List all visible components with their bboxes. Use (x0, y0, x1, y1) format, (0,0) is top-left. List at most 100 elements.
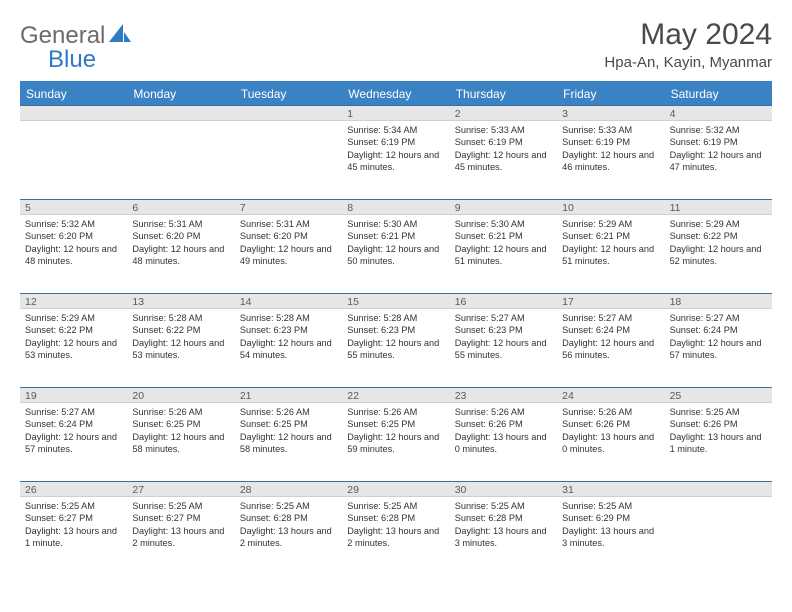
day-info: Sunrise: 5:29 AMSunset: 6:22 PMDaylight:… (670, 218, 767, 268)
day-info: Sunrise: 5:25 AMSunset: 6:28 PMDaylight:… (240, 500, 337, 550)
week-row: Sunrise: 5:34 AMSunset: 6:19 PMDaylight:… (20, 121, 772, 199)
day-number: 23 (450, 388, 557, 404)
week-row: Sunrise: 5:25 AMSunset: 6:27 PMDaylight:… (20, 497, 772, 575)
day-cell: Sunrise: 5:29 AMSunset: 6:22 PMDaylight:… (20, 309, 127, 387)
day-number: 17 (557, 294, 664, 310)
calendar-page: General May 2024 Hpa-An, Kayin, Myanmar … (0, 0, 792, 575)
day-number: 18 (665, 294, 772, 310)
day-cell: Sunrise: 5:26 AMSunset: 6:26 PMDaylight:… (557, 403, 664, 481)
day-cell: Sunrise: 5:32 AMSunset: 6:20 PMDaylight:… (20, 215, 127, 293)
day-number: 5 (20, 200, 127, 216)
day-info: Sunrise: 5:27 AMSunset: 6:24 PMDaylight:… (562, 312, 659, 362)
day-number: 14 (235, 294, 342, 310)
day-cell (235, 121, 342, 199)
week-sep: 567891011 (20, 199, 772, 215)
day-number (127, 106, 234, 122)
day-number: 15 (342, 294, 449, 310)
day-header-saturday: Saturday (665, 83, 772, 105)
week-row: Sunrise: 5:27 AMSunset: 6:24 PMDaylight:… (20, 403, 772, 481)
day-cell (665, 497, 772, 575)
day-number (665, 482, 772, 498)
day-cell: Sunrise: 5:25 AMSunset: 6:27 PMDaylight:… (127, 497, 234, 575)
day-cell: Sunrise: 5:25 AMSunset: 6:28 PMDaylight:… (342, 497, 449, 575)
day-number: 26 (20, 482, 127, 498)
day-number: 8 (342, 200, 449, 216)
day-header-monday: Monday (127, 83, 234, 105)
day-info: Sunrise: 5:27 AMSunset: 6:23 PMDaylight:… (455, 312, 552, 362)
day-header-friday: Friday (557, 83, 664, 105)
day-number: 7 (235, 200, 342, 216)
day-info: Sunrise: 5:26 AMSunset: 6:25 PMDaylight:… (240, 406, 337, 456)
week-sep: 1234 (20, 105, 772, 121)
week-row: Sunrise: 5:29 AMSunset: 6:22 PMDaylight:… (20, 309, 772, 387)
day-number: 3 (557, 106, 664, 122)
day-header-tuesday: Tuesday (235, 83, 342, 105)
day-number: 11 (665, 200, 772, 216)
day-header-thursday: Thursday (450, 83, 557, 105)
day-info: Sunrise: 5:27 AMSunset: 6:24 PMDaylight:… (670, 312, 767, 362)
day-number: 20 (127, 388, 234, 404)
day-number: 21 (235, 388, 342, 404)
day-info: Sunrise: 5:25 AMSunset: 6:28 PMDaylight:… (455, 500, 552, 550)
day-cell: Sunrise: 5:27 AMSunset: 6:24 PMDaylight:… (557, 309, 664, 387)
day-info: Sunrise: 5:28 AMSunset: 6:22 PMDaylight:… (132, 312, 229, 362)
day-info: Sunrise: 5:25 AMSunset: 6:28 PMDaylight:… (347, 500, 444, 550)
day-cell: Sunrise: 5:27 AMSunset: 6:24 PMDaylight:… (665, 309, 772, 387)
week-row: Sunrise: 5:32 AMSunset: 6:20 PMDaylight:… (20, 215, 772, 293)
day-cell: Sunrise: 5:30 AMSunset: 6:21 PMDaylight:… (342, 215, 449, 293)
day-cell: Sunrise: 5:28 AMSunset: 6:22 PMDaylight:… (127, 309, 234, 387)
day-info: Sunrise: 5:29 AMSunset: 6:22 PMDaylight:… (25, 312, 122, 362)
day-info: Sunrise: 5:33 AMSunset: 6:19 PMDaylight:… (455, 124, 552, 174)
day-cell: Sunrise: 5:31 AMSunset: 6:20 PMDaylight:… (127, 215, 234, 293)
day-number: 2 (450, 106, 557, 122)
day-number: 12 (20, 294, 127, 310)
day-info: Sunrise: 5:25 AMSunset: 6:27 PMDaylight:… (25, 500, 122, 550)
day-cell: Sunrise: 5:26 AMSunset: 6:25 PMDaylight:… (235, 403, 342, 481)
day-cell (127, 121, 234, 199)
day-number: 13 (127, 294, 234, 310)
day-cell: Sunrise: 5:28 AMSunset: 6:23 PMDaylight:… (342, 309, 449, 387)
location-text: Hpa-An, Kayin, Myanmar (604, 54, 772, 71)
day-number: 27 (127, 482, 234, 498)
brand-sail-icon (109, 24, 131, 49)
day-number: 4 (665, 106, 772, 122)
day-info: Sunrise: 5:26 AMSunset: 6:25 PMDaylight:… (347, 406, 444, 456)
day-info: Sunrise: 5:28 AMSunset: 6:23 PMDaylight:… (347, 312, 444, 362)
day-info: Sunrise: 5:26 AMSunset: 6:26 PMDaylight:… (455, 406, 552, 456)
day-number: 31 (557, 482, 664, 498)
day-cell: Sunrise: 5:27 AMSunset: 6:24 PMDaylight:… (20, 403, 127, 481)
day-number (235, 106, 342, 122)
day-info: Sunrise: 5:25 AMSunset: 6:27 PMDaylight:… (132, 500, 229, 550)
day-header-row: SundayMondayTuesdayWednesdayThursdayFrid… (20, 83, 772, 105)
day-info: Sunrise: 5:25 AMSunset: 6:29 PMDaylight:… (562, 500, 659, 550)
day-number: 9 (450, 200, 557, 216)
week-sep: 19202122232425 (20, 387, 772, 403)
day-info: Sunrise: 5:26 AMSunset: 6:26 PMDaylight:… (562, 406, 659, 456)
day-cell: Sunrise: 5:30 AMSunset: 6:21 PMDaylight:… (450, 215, 557, 293)
day-info: Sunrise: 5:31 AMSunset: 6:20 PMDaylight:… (240, 218, 337, 268)
day-number: 29 (342, 482, 449, 498)
day-number: 25 (665, 388, 772, 404)
weeks-container: 1234Sunrise: 5:34 AMSunset: 6:19 PMDayli… (20, 105, 772, 575)
day-info: Sunrise: 5:30 AMSunset: 6:21 PMDaylight:… (347, 218, 444, 268)
day-info: Sunrise: 5:26 AMSunset: 6:25 PMDaylight:… (132, 406, 229, 456)
day-info: Sunrise: 5:25 AMSunset: 6:26 PMDaylight:… (670, 406, 767, 456)
title-block: May 2024 Hpa-An, Kayin, Myanmar (604, 18, 772, 71)
week-sep: 12131415161718 (20, 293, 772, 309)
week-sep: 262728293031 (20, 481, 772, 497)
day-cell: Sunrise: 5:25 AMSunset: 6:29 PMDaylight:… (557, 497, 664, 575)
day-header-wednesday: Wednesday (342, 83, 449, 105)
day-number: 30 (450, 482, 557, 498)
day-cell: Sunrise: 5:26 AMSunset: 6:26 PMDaylight:… (450, 403, 557, 481)
day-cell: Sunrise: 5:29 AMSunset: 6:21 PMDaylight:… (557, 215, 664, 293)
day-cell: Sunrise: 5:26 AMSunset: 6:25 PMDaylight:… (342, 403, 449, 481)
day-cell: Sunrise: 5:34 AMSunset: 6:19 PMDaylight:… (342, 121, 449, 199)
day-cell: Sunrise: 5:33 AMSunset: 6:19 PMDaylight:… (557, 121, 664, 199)
brand-text-blue-wrap: Blue (20, 46, 96, 74)
day-info: Sunrise: 5:33 AMSunset: 6:19 PMDaylight:… (562, 124, 659, 174)
day-number: 10 (557, 200, 664, 216)
month-title: May 2024 (604, 18, 772, 52)
day-number: 19 (20, 388, 127, 404)
day-header-sunday: Sunday (20, 83, 127, 105)
calendar-grid: SundayMondayTuesdayWednesdayThursdayFrid… (20, 81, 772, 575)
